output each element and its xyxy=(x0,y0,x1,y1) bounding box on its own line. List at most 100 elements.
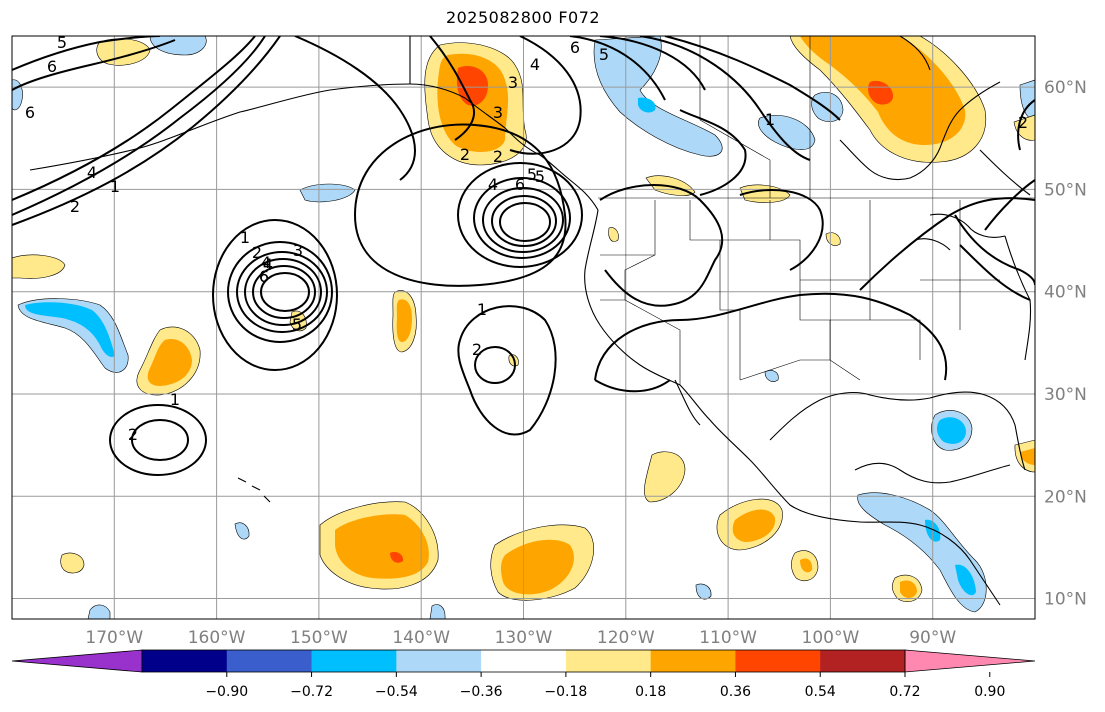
anomaly-area xyxy=(17,298,129,373)
contour-label: 2 xyxy=(70,197,80,216)
anomaly-area xyxy=(234,522,250,540)
contour-label: 1 xyxy=(110,177,120,196)
colorbar-swatch xyxy=(650,650,736,672)
longitude-label: 150°W xyxy=(290,628,348,648)
anomaly-area xyxy=(1019,79,1035,121)
contour-label: 4 xyxy=(488,175,498,194)
anomaly-area xyxy=(644,451,686,503)
anomaly-area xyxy=(147,339,192,386)
latitude-label: 50°N xyxy=(1044,180,1087,200)
latitude-label: 30°N xyxy=(1044,385,1087,405)
colorbar-swatch xyxy=(735,650,821,672)
anomaly-area xyxy=(87,604,111,619)
contour-label: 5 xyxy=(527,165,537,184)
longitude-label: 120°W xyxy=(597,628,655,648)
anomaly-area xyxy=(12,254,66,279)
contour-label: 2 xyxy=(472,340,482,359)
latitude-label: 10°N xyxy=(1044,590,1087,610)
anomaly-area xyxy=(825,232,841,246)
contour-lines xyxy=(12,36,1035,476)
contour-label: 6 xyxy=(515,175,525,194)
contour-label: 6 xyxy=(25,103,35,122)
colorbar-tick-label: 0.54 xyxy=(805,684,836,700)
contour-label: 2 xyxy=(493,147,503,166)
anomaly-area xyxy=(390,551,404,563)
anomaly-area xyxy=(96,38,151,66)
shaded-anomaly-areas xyxy=(12,36,1035,619)
anomaly-area xyxy=(764,370,779,382)
contour-label: 5 xyxy=(535,167,545,186)
longitude-labels: 170°W 160°W 150°W 140°W 130°W 120°W 110°W 100°W… xyxy=(85,628,956,648)
contour-label: 4 xyxy=(530,55,540,74)
contour-label: 6 xyxy=(259,267,269,286)
colorbar-frame xyxy=(141,649,906,673)
contour-label: 3 xyxy=(493,103,503,122)
anomaly-area xyxy=(149,36,207,56)
longitude-label: 100°W xyxy=(802,628,860,648)
anomaly-area xyxy=(335,514,429,579)
anomaly-area xyxy=(608,227,619,242)
latitude-label: 20°N xyxy=(1044,487,1087,507)
colorbar-tick-label: −0.36 xyxy=(460,684,503,700)
anomaly-area xyxy=(299,183,356,203)
contour-label: 1 xyxy=(765,110,775,129)
colorbar-tick-label: −0.90 xyxy=(205,684,248,700)
contour-label: 6 xyxy=(47,57,57,76)
colorbar-tick-label: 0.90 xyxy=(974,684,1005,700)
colorbar-swatch xyxy=(226,650,313,672)
colorbar-extend-low xyxy=(11,649,143,673)
colorbar-tick-label: 0.36 xyxy=(720,684,751,700)
anomaly-area xyxy=(500,539,574,595)
anomaly-area xyxy=(800,558,813,573)
colorbar-tick-label: 0.18 xyxy=(635,684,666,700)
anomaly-area xyxy=(695,583,712,600)
map-frame xyxy=(11,35,1036,620)
contour-label: 3 xyxy=(293,241,303,260)
anomaly-area xyxy=(1020,448,1035,465)
contour-label: 1 xyxy=(477,300,487,319)
longitude-label: 140°W xyxy=(392,628,450,648)
anomaly-area xyxy=(429,604,446,619)
colorbar-swatch xyxy=(565,650,652,672)
colorbar: −0.90 −0.72 −0.54 −0.36 −0.18 0.18 0.36 0.54 0.7… xyxy=(11,649,1036,700)
contour-label: 1 xyxy=(240,228,250,247)
anomaly-area xyxy=(25,302,115,357)
anomaly-area xyxy=(60,552,85,574)
contour-label: 3 xyxy=(508,73,518,92)
colorbar-swatch xyxy=(396,650,482,672)
contour-label: 5 xyxy=(57,33,67,52)
longitude-label: 170°W xyxy=(85,628,143,648)
colorbar-tick-label: −0.54 xyxy=(375,684,418,700)
contour-label: 4 xyxy=(261,253,271,272)
contour-label: 6 xyxy=(259,267,269,286)
contour-label: 1 xyxy=(170,390,180,409)
colorbar-swatch xyxy=(311,650,397,672)
latitude-label: 60°N xyxy=(1044,78,1087,98)
contour-label: 5 xyxy=(599,45,609,64)
anomaly-area xyxy=(955,564,976,596)
anomaly-area xyxy=(638,97,656,113)
anomaly-area xyxy=(900,580,917,598)
colorbar-swatch xyxy=(142,650,228,672)
latitude-labels: 60°N 50°N 40°N 30°N 20°N 10°N xyxy=(1044,78,1087,609)
latitude-label: 40°N xyxy=(1044,283,1087,303)
longitude-label: 110°W xyxy=(699,628,757,648)
contour-label: 2 xyxy=(128,425,138,444)
colorbar-tick-label: 0.72 xyxy=(889,684,920,700)
anomaly-area xyxy=(396,299,412,342)
contour-label: 2 xyxy=(1018,113,1028,132)
contour-label: 5 xyxy=(292,315,302,334)
colorbar-swatch xyxy=(481,650,567,672)
anomaly-area xyxy=(456,65,488,106)
contour-label: 2 xyxy=(252,243,262,262)
contour-labels: 5665436543212461234561212465212 xyxy=(25,33,1028,444)
longitude-label: 160°W xyxy=(188,628,246,648)
anomaly-area xyxy=(758,114,816,150)
colorbar-swatch xyxy=(820,650,906,672)
contour-label: 2 xyxy=(460,145,470,164)
contour-label: 6 xyxy=(570,38,580,57)
longitude-label: 130°W xyxy=(495,628,553,648)
anomaly-area xyxy=(732,509,776,542)
colorbar-extend-high xyxy=(904,649,1036,673)
